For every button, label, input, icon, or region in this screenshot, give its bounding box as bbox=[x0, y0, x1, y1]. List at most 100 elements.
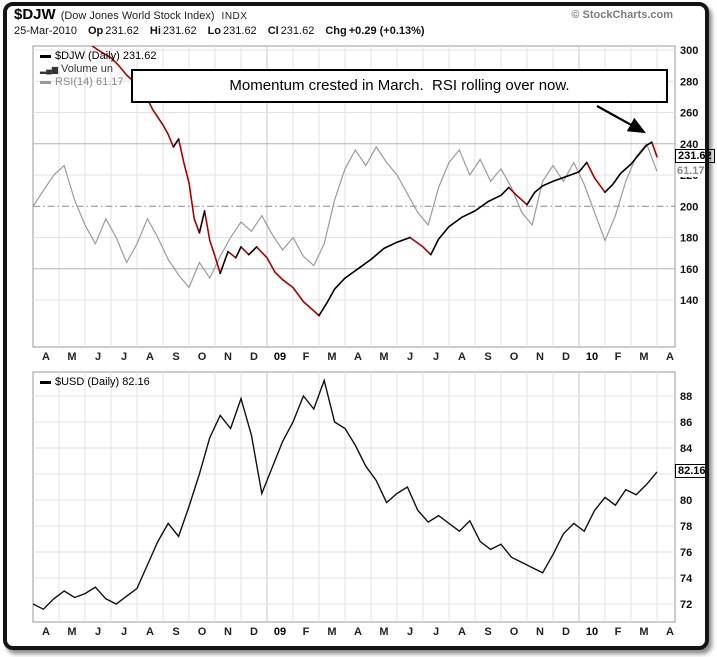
y-tick-label: 260 bbox=[680, 108, 698, 120]
symbol: $DJW bbox=[14, 6, 56, 23]
legend-usd-label: $USD (Daily) 82.16 bbox=[55, 376, 150, 388]
y-tick-label: 280 bbox=[680, 76, 698, 88]
x-tick-label: M bbox=[379, 351, 388, 363]
rsi-last-value-label: 61.17 bbox=[676, 165, 706, 177]
x-tick-label: M bbox=[379, 626, 388, 638]
x-tick-label: N bbox=[224, 351, 232, 363]
y-tick-label: 140 bbox=[680, 295, 698, 307]
y-tick-label: 74 bbox=[680, 573, 693, 585]
x-tick-label: D bbox=[250, 351, 258, 363]
legend-djw-label: $DJW (Daily) 231.62 bbox=[55, 50, 157, 62]
x-tick-label: F bbox=[303, 351, 310, 363]
djw-line-swatch-icon bbox=[40, 54, 51, 58]
legend-rsi-label: RSI(14) 61.17 bbox=[55, 76, 124, 88]
volume-bars-icon: ▂▄▆ bbox=[40, 65, 58, 74]
close-value: Cl 231.62 bbox=[268, 25, 315, 37]
x-tick-label: J bbox=[407, 351, 413, 363]
change-number: +0.29 (+0.13%) bbox=[348, 25, 425, 37]
change-label: Chg bbox=[325, 25, 347, 37]
x-tick-label: A bbox=[42, 351, 50, 363]
close-number: 231.62 bbox=[280, 25, 315, 37]
x-tick-label: M bbox=[639, 351, 648, 363]
y-tick-label: 84 bbox=[680, 443, 693, 455]
chart-header: $DJW (Dow Jones World Stock Index) INDX bbox=[14, 6, 247, 24]
x-tick-label: A bbox=[666, 351, 674, 363]
x-tick-label: D bbox=[562, 626, 570, 638]
x-tick-label: A bbox=[146, 626, 154, 638]
quote-line: 25-Mar-2010 Op 231.62 Hi 231.62 Lo 231.62 C… bbox=[14, 25, 427, 37]
rsi-line bbox=[33, 142, 658, 289]
annotation-text: Momentum crested in March. RSI rolling o… bbox=[229, 77, 570, 94]
legend-djw: $DJW (Daily) 231.62 bbox=[40, 50, 156, 62]
x-tick-label: F bbox=[303, 626, 310, 638]
x-tick-label: J bbox=[121, 626, 127, 638]
open-value: Op 231.62 bbox=[88, 25, 139, 37]
low-value: Lo 231.62 bbox=[208, 25, 257, 37]
x-tick-label: J bbox=[95, 351, 101, 363]
y-tick-label: 88 bbox=[680, 391, 692, 403]
x-tick-label: J bbox=[433, 626, 439, 638]
x-tick-label: M bbox=[639, 626, 648, 638]
usd-line-swatch-icon bbox=[40, 380, 51, 384]
x-tick-label: A bbox=[458, 351, 466, 363]
x-tick-label: N bbox=[224, 626, 232, 638]
x-tick-label: M bbox=[327, 351, 336, 363]
legend-usd: $USD (Daily) 82.16 bbox=[40, 376, 150, 388]
high-number: 231.62 bbox=[162, 25, 197, 37]
x-tick-label: S bbox=[484, 626, 491, 638]
x-tick-label: 09 bbox=[274, 351, 286, 363]
x-tick-label: J bbox=[433, 351, 439, 363]
djw-price-line-up bbox=[172, 138, 653, 317]
y-tick-label: 80 bbox=[680, 495, 692, 507]
x-tick-label: M bbox=[327, 626, 336, 638]
x-tick-label: 09 bbox=[274, 626, 286, 638]
x-tick-label: A bbox=[42, 626, 50, 638]
high-value: Hi 231.62 bbox=[150, 25, 197, 37]
x-tick-label: M bbox=[67, 351, 76, 363]
x-tick-label: 10 bbox=[586, 351, 598, 363]
x-tick-label: D bbox=[562, 351, 570, 363]
y-tick-label: 72 bbox=[680, 599, 692, 611]
x-tick-label: O bbox=[198, 351, 207, 363]
y-tick-label: 180 bbox=[680, 233, 698, 245]
rsi-line-swatch-icon bbox=[40, 80, 51, 84]
x-tick-label: N bbox=[536, 626, 544, 638]
legend-volume: ▂▄▆ Volume un bbox=[40, 63, 113, 75]
x-tick-label: S bbox=[172, 351, 179, 363]
y-tick-label: 160 bbox=[680, 264, 698, 276]
symbol-name: (Dow Jones World Stock Index) bbox=[60, 10, 215, 22]
x-tick-label: N bbox=[536, 351, 544, 363]
open-label: Op bbox=[87, 25, 104, 37]
x-tick-label: O bbox=[510, 626, 519, 638]
y-tick-label: 300 bbox=[680, 45, 698, 57]
x-tick-label: F bbox=[615, 626, 622, 638]
annotation-arrow bbox=[596, 105, 646, 134]
x-tick-label: A bbox=[666, 626, 674, 638]
y-tick-label: 200 bbox=[680, 201, 698, 213]
x-tick-label: D bbox=[250, 626, 258, 638]
x-tick-label: J bbox=[121, 351, 127, 363]
x-tick-label: J bbox=[407, 626, 413, 638]
x-tick-label: S bbox=[172, 626, 179, 638]
x-tick-label: J bbox=[95, 626, 101, 638]
legend-rsi: RSI(14) 61.17 bbox=[40, 76, 123, 88]
x-tick-label: F bbox=[615, 351, 622, 363]
x-tick-label: A bbox=[354, 626, 362, 638]
high-label: Hi bbox=[149, 25, 161, 37]
y-tick-label: 240 bbox=[680, 139, 698, 151]
djw-last-price-label: 231.62 bbox=[675, 149, 715, 163]
close-label: Cl bbox=[267, 25, 279, 37]
low-label: Lo bbox=[207, 25, 222, 37]
low-number: 231.62 bbox=[223, 25, 257, 37]
x-tick-label: O bbox=[510, 351, 519, 363]
exchange-label: INDX bbox=[221, 11, 248, 22]
y-tick-label: 76 bbox=[680, 547, 692, 559]
open-number: 231.62 bbox=[105, 25, 139, 37]
annotation-box: Momentum crested in March. RSI rolling o… bbox=[131, 69, 668, 103]
usd-line bbox=[33, 378, 658, 611]
y-tick-label: 78 bbox=[680, 521, 692, 533]
panel-usd: 888684828078767472AMJJASOND09FMAMJJASOND… bbox=[32, 371, 693, 638]
quote-date: 25-Mar-2010 bbox=[14, 25, 77, 37]
x-tick-label: O bbox=[198, 626, 207, 638]
